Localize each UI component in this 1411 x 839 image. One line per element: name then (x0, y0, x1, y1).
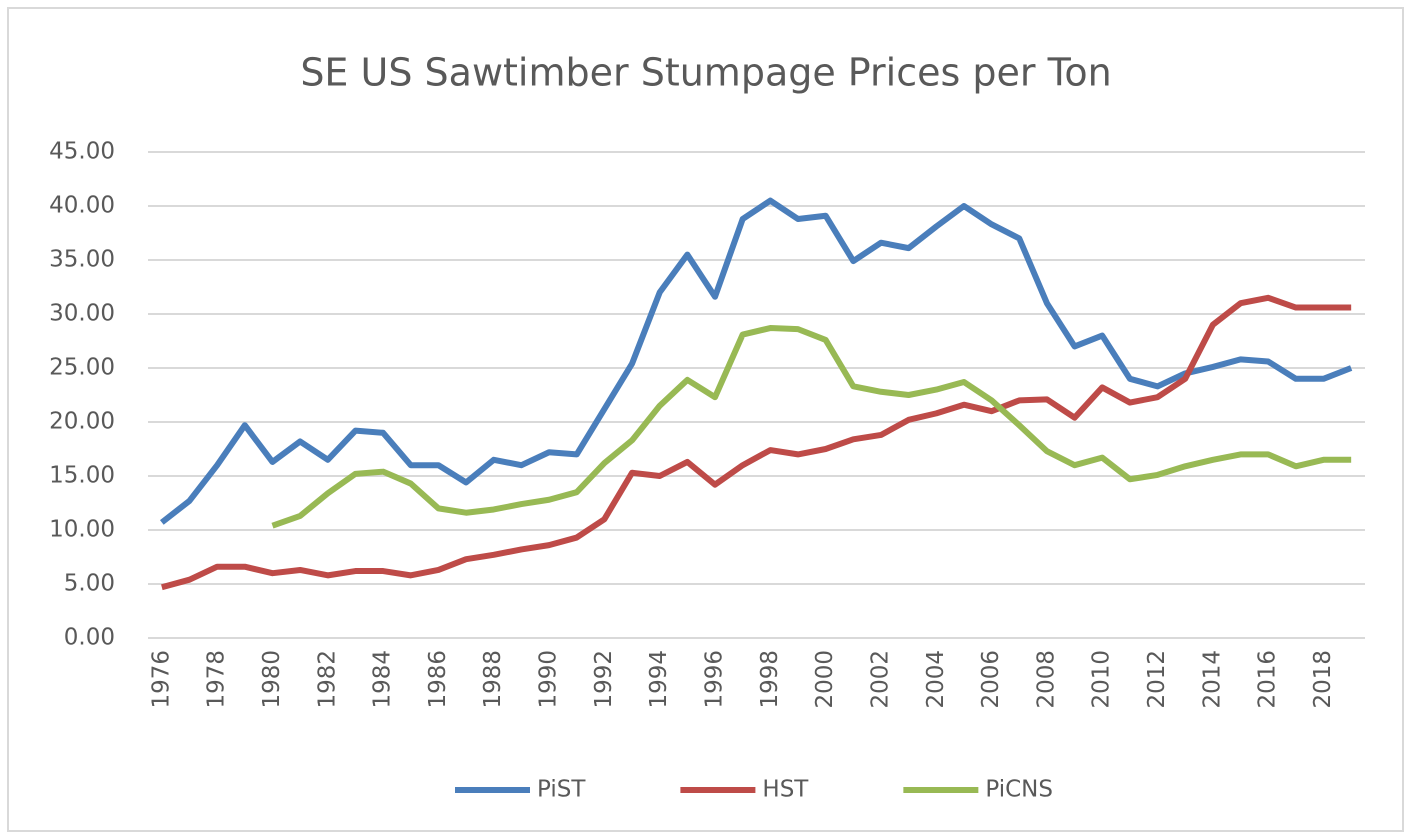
x-tick-label: 1988 (480, 650, 506, 709)
x-tick-label: 2012 (1144, 650, 1170, 709)
y-tick-label: 40.00 (49, 193, 115, 219)
x-tick-label: 2006 (978, 650, 1004, 709)
x-tick-label: 1990 (536, 650, 562, 709)
x-tick-label: 1984 (370, 650, 396, 709)
x-tick-label: 1976 (148, 650, 174, 709)
series-line (161, 294, 1352, 591)
x-tick-label: 2000 (812, 650, 838, 709)
y-tick-label: 20.00 (49, 409, 115, 435)
y-tick-label: 30.00 (49, 301, 115, 327)
x-tick-label: 1980 (259, 650, 285, 709)
x-tick-label: 2014 (1199, 650, 1225, 709)
series-line (159, 197, 1353, 525)
legend-label: PiST (537, 777, 586, 803)
x-tick-label: 1994 (646, 650, 672, 709)
x-tick-label: 1982 (314, 650, 340, 709)
x-tick-label: 2010 (1089, 650, 1115, 709)
x-tick-label: 2004 (923, 650, 949, 709)
y-tick-label: 45.00 (49, 139, 115, 165)
x-tick-label: 1986 (425, 650, 451, 709)
chart-title: SE US Sawtimber Stumpage Prices per Ton (300, 51, 1111, 95)
y-tick-label: 35.00 (49, 247, 115, 273)
legend-label: HST (762, 777, 809, 803)
x-tick-label: 1998 (757, 650, 783, 709)
x-tick-label: 2018 (1310, 650, 1336, 709)
x-tick-label: 1996 (702, 650, 728, 709)
x-tick-label: 1978 (204, 650, 230, 709)
x-tick-label: 1992 (591, 650, 617, 709)
y-tick-label: 0.00 (64, 625, 115, 651)
chart-border (7, 7, 1404, 832)
y-tick-label: 5.00 (64, 571, 115, 597)
x-tick-label: 2002 (867, 650, 893, 709)
legend-label: PiCNS (985, 777, 1053, 803)
x-tick-label: 2016 (1255, 650, 1281, 709)
series-line (271, 325, 1352, 529)
x-tick-label: 2008 (1033, 650, 1059, 709)
y-tick-label: 25.00 (49, 355, 115, 381)
y-tick-label: 15.00 (49, 463, 115, 489)
y-tick-label: 10.00 (49, 517, 115, 543)
